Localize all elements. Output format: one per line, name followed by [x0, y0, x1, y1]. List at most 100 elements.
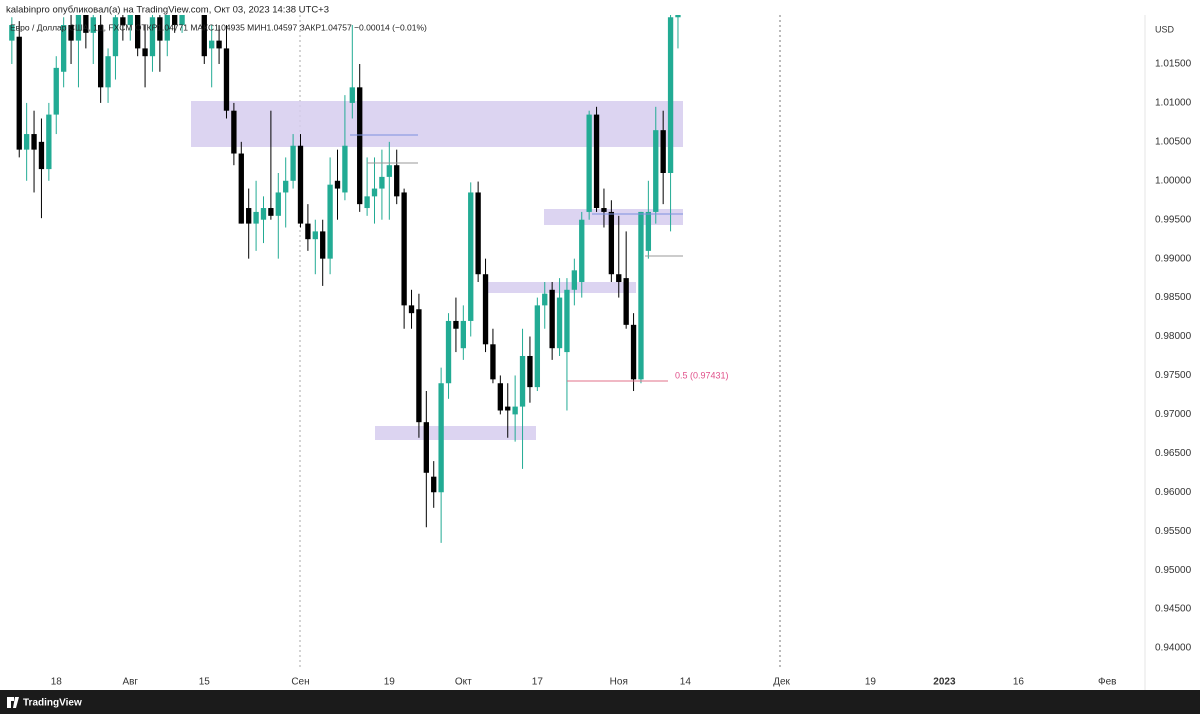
candle-body [549, 289, 555, 349]
y-tick-label: 0.99000 [1155, 253, 1192, 264]
candle-body [97, 25, 104, 88]
y-tick-label: 0.94500 [1155, 604, 1192, 615]
currency-label: USD [1155, 24, 1175, 34]
y-tick-label: 0.98000 [1155, 331, 1192, 342]
candle-body [60, 25, 67, 72]
y-tick-label: 0.99500 [1155, 214, 1192, 225]
y-tick-label: 0.96000 [1155, 487, 1192, 498]
candle-body [616, 274, 622, 283]
candle-body [23, 134, 30, 150]
zone [191, 101, 683, 147]
candle-body [312, 231, 318, 240]
header: kalabinpro опубликовал(а) на TradingView… [6, 5, 329, 16]
candle-body [556, 297, 563, 349]
candle-body [238, 153, 244, 224]
candle-body [157, 17, 163, 41]
y-tick-label: 0.98500 [1155, 292, 1192, 303]
candle-body [579, 219, 585, 283]
candle-body [16, 36, 22, 150]
candles [9, 15, 681, 543]
candle-body [260, 208, 267, 220]
x-tick-label: 2023 [933, 677, 956, 688]
footer-bar [0, 690, 1200, 714]
candle-body [394, 165, 400, 197]
candle-body [468, 192, 474, 321]
candle-body [9, 25, 15, 41]
candle-body [542, 293, 548, 306]
candle-body [623, 278, 629, 325]
zone [487, 282, 636, 293]
candle-body [105, 56, 111, 88]
candle-body [423, 422, 429, 473]
candle-body [120, 17, 126, 26]
candle-body [223, 48, 230, 111]
candle-body [512, 406, 518, 415]
candle-body [379, 176, 385, 189]
x-tick-label: 19 [384, 677, 396, 688]
candle-body [305, 223, 311, 240]
candle-body [31, 134, 37, 150]
logo [7, 697, 19, 708]
candle-body [482, 274, 489, 345]
axes: 0.94000 0.94500 0.95000 0.95500 0.96000 0.965… [51, 59, 1192, 688]
candle-body [431, 476, 437, 493]
x-tick-label: Ноя [610, 677, 628, 688]
x-tick-label: 16 [1013, 677, 1025, 688]
candle-body [179, 15, 185, 26]
footer-text: TradingView [23, 698, 82, 709]
x-tick-label: 19 [865, 677, 877, 688]
candle-body [246, 208, 252, 224]
candle-body [53, 67, 59, 115]
candle-body [416, 309, 422, 423]
x-tick-label: 14 [680, 677, 692, 688]
candle-body [675, 15, 681, 18]
candle-body [534, 305, 541, 388]
y-tick-label: 0.95500 [1155, 526, 1192, 537]
fib-label: 0.5 (0.97431) [675, 370, 729, 380]
x-tick-label: Окт [455, 677, 472, 688]
candle-body [283, 180, 289, 193]
x-tick-label: Дек [773, 677, 790, 688]
candle-body [253, 211, 259, 224]
x-tick-label: 15 [199, 677, 211, 688]
x-tick-label: Авг [122, 677, 138, 688]
x-tick-label: 17 [532, 677, 544, 688]
candle-body [564, 289, 570, 353]
zones [191, 101, 683, 440]
y-tick-label: 1.01000 [1155, 98, 1192, 109]
candle-body [490, 344, 496, 380]
candle-body [349, 87, 355, 103]
candle-body [645, 211, 652, 251]
candle-body [320, 231, 326, 259]
candle-body [268, 208, 274, 216]
candle-body [334, 180, 341, 189]
candle-body [112, 17, 119, 57]
x-tick-label: 18 [51, 677, 63, 688]
legend: Евро / Доллар США, 1Д, FXCM ОТКР1.04771 … [10, 22, 427, 32]
candle-body [68, 25, 74, 41]
candle-body [201, 15, 207, 57]
candle-body [408, 305, 415, 314]
candle-body [460, 320, 466, 349]
y-tick-label: 1.00000 [1155, 175, 1192, 186]
y-tick-label: 0.97500 [1155, 370, 1192, 381]
candle-body [653, 130, 659, 212]
x-tick-label: Фев [1098, 677, 1116, 688]
candle-body [149, 17, 156, 57]
x-tick-label: Сен [291, 677, 309, 688]
candle-body [608, 211, 615, 275]
candle-body [83, 15, 89, 33]
candle-body [519, 355, 526, 407]
candle-body [438, 383, 444, 493]
candle-body [505, 406, 511, 411]
candle-body [593, 114, 600, 209]
candle-body [453, 320, 459, 329]
drawings: 0.5 (0.97431) [350, 134, 729, 382]
candle-body [371, 188, 378, 197]
candle-body [164, 15, 170, 41]
candle-body [667, 17, 674, 173]
candle-body [38, 141, 45, 170]
candle-body [297, 145, 304, 224]
